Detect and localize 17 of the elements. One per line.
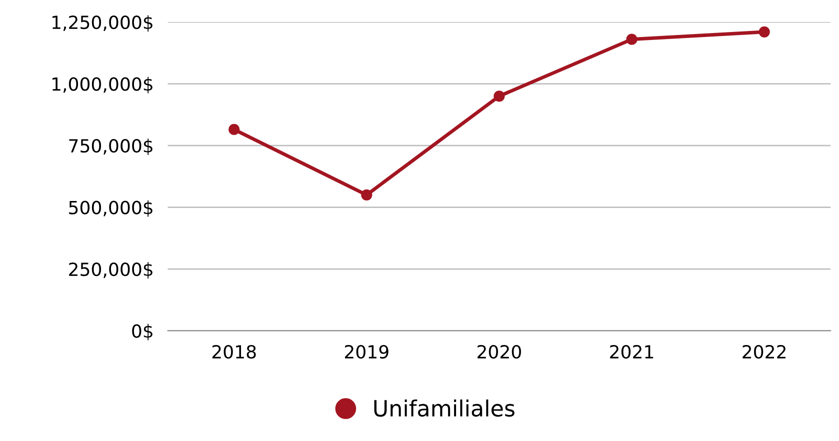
legend-label: Unifamiliales — [374, 399, 514, 417]
y-tick-label: 250,000$ — [69, 262, 152, 279]
x-tick-label: 2019 — [344, 344, 388, 359]
point — [228, 124, 240, 136]
y-tick-label: 0$ — [132, 324, 152, 340]
y-tick-label: 1,250,000$ — [52, 15, 152, 32]
y-tick-label: 750,000$ — [69, 138, 152, 156]
y-tick-label: 500,000$ — [69, 200, 152, 217]
x-tick-label: 2020 — [478, 344, 521, 359]
x-tick-label: 2022 — [742, 344, 786, 359]
point — [494, 90, 505, 102]
point — [626, 34, 638, 45]
x-tick-label: 2021 — [610, 344, 654, 359]
y-tick-label: 1,000,000$ — [52, 76, 152, 94]
x-tick-label: 2018 — [212, 344, 256, 359]
point — [758, 26, 770, 38]
point — [361, 189, 372, 200]
